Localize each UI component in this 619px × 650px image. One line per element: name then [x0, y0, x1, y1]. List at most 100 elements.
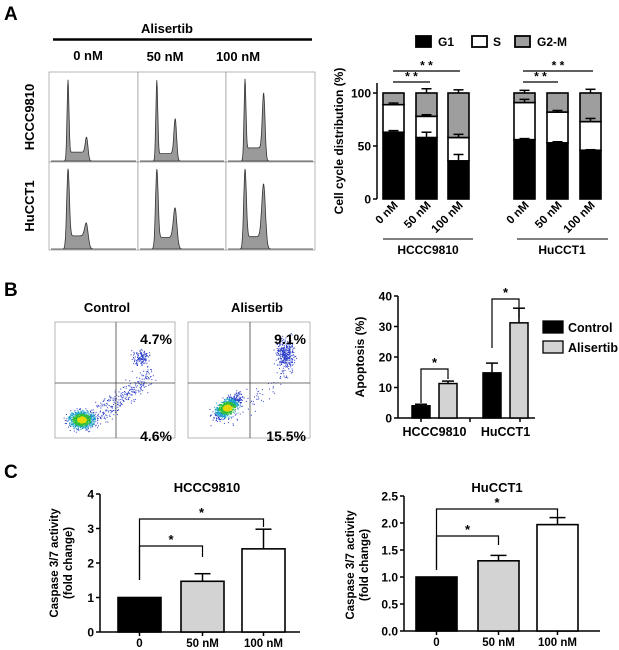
flow-dot — [131, 391, 133, 393]
flow-dot — [124, 391, 126, 393]
flow-dot — [226, 406, 228, 408]
flow-dot — [92, 424, 94, 425]
flow-dot — [281, 362, 283, 364]
y-tick-label: 50 — [358, 140, 372, 154]
flow-dot — [228, 418, 229, 420]
flow-dot — [143, 386, 145, 388]
flow-dot — [229, 406, 231, 408]
flow-dot — [218, 410, 220, 412]
flow-dot — [130, 394, 132, 396]
flow-dot — [90, 419, 92, 421]
flow-dot — [231, 409, 233, 411]
flow-dot — [109, 395, 111, 397]
flow-dot — [237, 408, 239, 410]
flow-dot — [91, 421, 93, 423]
flow-dot — [117, 404, 119, 406]
flow-dot — [280, 353, 282, 355]
flow-dot — [230, 408, 232, 410]
flow-dot — [143, 354, 145, 356]
flow-dot — [139, 352, 141, 354]
flow-dot — [228, 406, 230, 408]
flow-dot — [222, 412, 224, 414]
flow-dot — [291, 345, 293, 347]
flow-dot — [84, 422, 86, 424]
flow-dot — [212, 419, 214, 421]
flow-dot — [90, 421, 91, 422]
flow-dot — [217, 409, 219, 410]
significance-star: * — [432, 355, 438, 370]
flow-dot — [138, 358, 139, 359]
flow-dot — [110, 406, 112, 408]
y-axis-label: Apoptosis (%) — [353, 317, 367, 398]
bar-segment-s — [382, 103, 405, 134]
flow-dot — [80, 424, 82, 426]
y-axis-label: Cell cycle distribution (%) — [332, 68, 346, 215]
flow-dot — [236, 402, 238, 404]
flow-dot — [287, 344, 289, 346]
flow-dot — [120, 392, 122, 394]
flow-dot — [129, 383, 131, 385]
flow-dot — [141, 354, 143, 356]
flow-dot — [120, 394, 122, 396]
legend-label-alisertib: Alisertib — [568, 341, 618, 355]
y-axis-label-line1: Caspase 3/7 activity — [49, 508, 61, 618]
flow-dot — [286, 358, 288, 360]
flow-dot — [215, 420, 217, 422]
flow-dot — [146, 378, 148, 380]
flow-dot — [234, 405, 236, 406]
flow-dot — [88, 421, 90, 423]
flow-dot — [235, 406, 237, 407]
flow-dot — [235, 405, 237, 407]
flow-dot — [290, 342, 292, 344]
flow-dot — [101, 403, 103, 405]
flow-dot — [132, 391, 134, 393]
flow-dot — [74, 414, 76, 416]
flow-dot — [78, 408, 80, 410]
x-tick-label: 50 nM — [402, 200, 434, 232]
flow-dot — [93, 420, 95, 422]
flow-dot — [291, 359, 293, 361]
flow-dot — [97, 420, 99, 421]
flow-dot — [237, 404, 239, 405]
flow-dot — [273, 363, 275, 365]
flow-dot — [87, 431, 89, 433]
flow-dot — [245, 400, 247, 402]
flow-dot — [222, 405, 224, 407]
flow-dot — [133, 358, 135, 360]
flow-dot — [219, 404, 221, 405]
flow-dot — [227, 405, 229, 407]
flow-dot — [290, 363, 292, 365]
flow-dot — [223, 400, 225, 402]
flow-dot — [104, 398, 106, 400]
flow-dot — [83, 426, 85, 428]
flow-dot — [78, 422, 80, 424]
flow-dot — [217, 420, 218, 422]
y-tick-label: 1 — [87, 591, 94, 605]
flow-dot — [239, 399, 241, 401]
flow-dot — [276, 348, 278, 350]
flow-dot — [79, 417, 81, 419]
flow-dot — [81, 418, 83, 420]
flow-dot — [103, 412, 105, 414]
flow-dot — [240, 399, 242, 400]
y-tick-label: 30 — [379, 320, 393, 334]
flow-dot — [142, 358, 143, 360]
flow-dot — [285, 351, 287, 353]
flow-dot — [290, 333, 292, 334]
flow-dot — [289, 351, 291, 353]
flow-dot — [85, 421, 87, 423]
flow-dot — [282, 362, 284, 364]
flow-dot — [292, 352, 294, 354]
flow-dot — [126, 393, 127, 395]
flow-dot — [77, 413, 79, 415]
flow-dot — [230, 410, 232, 412]
significance-bracket — [420, 368, 449, 403]
histogram-frame — [137, 71, 227, 163]
flow-dot — [88, 423, 90, 425]
flow-dot — [75, 421, 77, 423]
flow-dot — [234, 400, 236, 402]
flow-dot — [125, 379, 127, 381]
flow-dot — [223, 410, 225, 412]
y-tick-label: 1.5 — [381, 544, 398, 558]
flow-dot — [72, 424, 74, 426]
